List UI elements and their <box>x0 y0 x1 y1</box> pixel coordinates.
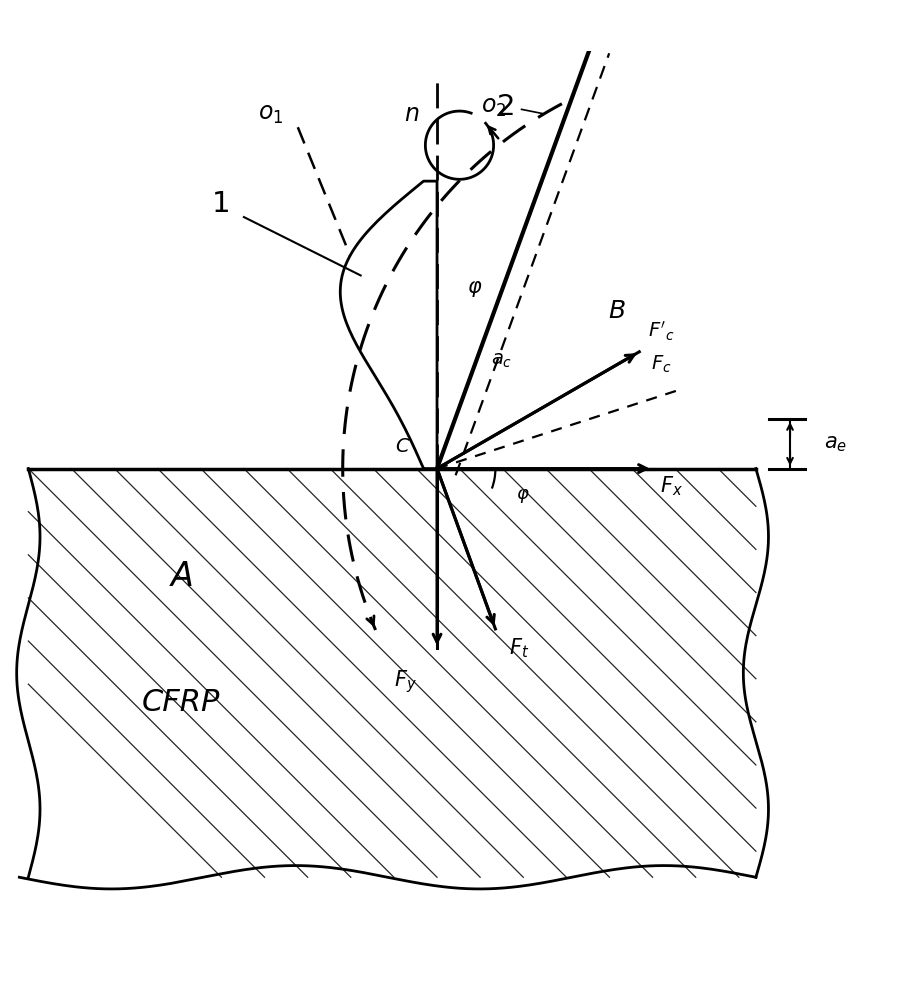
Text: 1: 1 <box>212 190 231 218</box>
Text: $F'_c$: $F'_c$ <box>648 320 675 343</box>
Text: $F_t$: $F_t$ <box>509 636 529 660</box>
Text: 2: 2 <box>497 93 515 121</box>
Text: $o_1$: $o_1$ <box>259 102 284 126</box>
Text: $a_e$: $a_e$ <box>824 434 847 454</box>
Text: $\varphi$: $\varphi$ <box>515 487 529 505</box>
Text: $A$: $A$ <box>168 560 193 593</box>
Text: $C$: $C$ <box>396 437 411 456</box>
Text: $a_c$: $a_c$ <box>491 351 513 370</box>
Text: $\varphi$: $\varphi$ <box>467 279 483 299</box>
Text: $F_x$: $F_x$ <box>660 475 683 498</box>
Text: $o_2$: $o_2$ <box>481 95 506 119</box>
Text: $n$: $n$ <box>405 102 420 126</box>
Text: $B$: $B$ <box>608 299 625 323</box>
Text: CFRP: CFRP <box>141 688 220 717</box>
Polygon shape <box>16 469 769 889</box>
Text: $F_y$: $F_y$ <box>394 668 417 695</box>
Text: $F_c$: $F_c$ <box>651 353 672 375</box>
Polygon shape <box>341 181 437 469</box>
